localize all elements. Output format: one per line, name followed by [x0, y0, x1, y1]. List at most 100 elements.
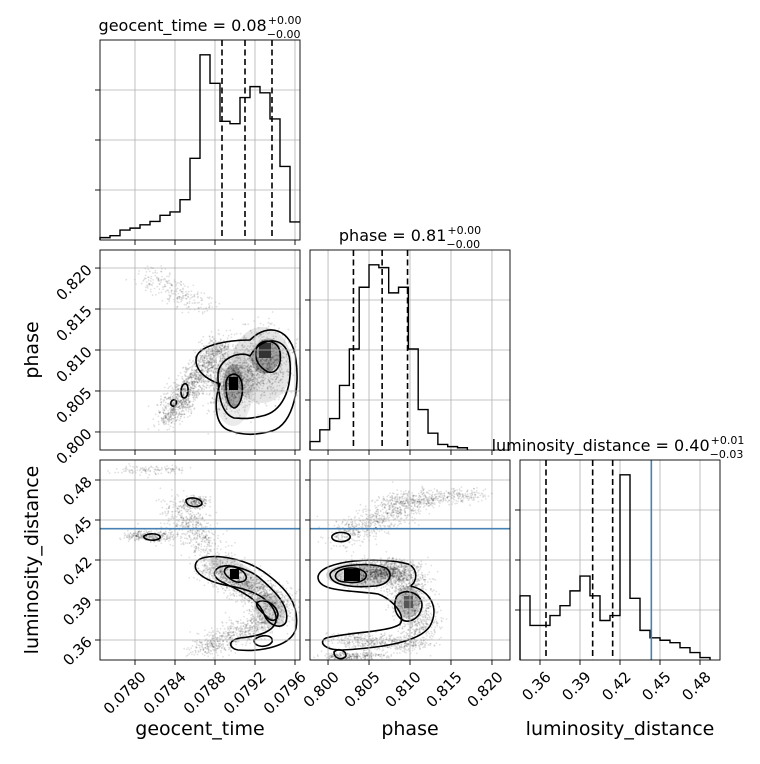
sample-point — [158, 288, 161, 291]
sample-point — [251, 373, 254, 375]
sample-point — [182, 404, 185, 407]
sample-point — [248, 372, 251, 374]
sample-point — [222, 381, 225, 383]
sample-point — [201, 392, 204, 395]
sample-point — [169, 410, 172, 412]
sample-point — [169, 414, 172, 417]
sample-point — [221, 388, 223, 391]
sample-point — [152, 534, 155, 537]
sample-point — [203, 345, 205, 347]
sample-point — [187, 286, 189, 288]
sample-point — [146, 531, 149, 534]
sample-point — [201, 369, 204, 372]
sample-point — [195, 370, 197, 373]
sample-point — [187, 296, 190, 298]
sample-point — [197, 529, 200, 532]
sample-point — [184, 388, 186, 390]
sample-point — [165, 536, 168, 538]
sample-point — [200, 379, 203, 382]
sample-point — [208, 351, 211, 354]
sample-point — [203, 357, 206, 359]
sample-point — [171, 392, 174, 394]
sample-point — [225, 347, 228, 350]
sample-point — [173, 408, 175, 410]
sample-point — [175, 288, 178, 290]
sample-point — [176, 388, 179, 391]
sample-point — [147, 279, 150, 282]
sample-point — [207, 433, 210, 435]
sample-point — [183, 405, 186, 408]
sample-point — [246, 369, 249, 371]
sample-point — [211, 358, 214, 361]
sample-point — [188, 556, 191, 559]
sample-point — [222, 533, 225, 535]
sample-point — [198, 354, 201, 357]
sample-point — [224, 346, 227, 348]
sample-point — [179, 371, 182, 374]
sample-point — [199, 365, 201, 367]
sample-point — [191, 405, 194, 407]
sample-point — [219, 372, 222, 374]
sample-point — [168, 396, 170, 399]
sample-point — [189, 392, 192, 394]
sample-point — [211, 359, 214, 362]
sample-point — [167, 397, 170, 400]
sample-point — [235, 396, 238, 399]
sample-point — [192, 400, 195, 403]
sample-point — [165, 417, 168, 420]
sample-point — [208, 356, 211, 358]
sample-point — [213, 354, 215, 357]
sample-point — [296, 394, 298, 397]
sample-point — [198, 374, 201, 376]
sample-point — [222, 334, 225, 337]
sample-point — [186, 380, 189, 383]
sample-point — [178, 400, 181, 403]
sample-point — [202, 393, 205, 395]
sample-point — [222, 354, 225, 356]
sample-point — [226, 348, 229, 350]
sample-point — [248, 387, 250, 390]
sample-point — [175, 412, 177, 415]
sample-point — [189, 542, 191, 544]
sample-point — [210, 545, 213, 547]
sample-point — [203, 370, 206, 373]
sample-point — [199, 354, 202, 357]
sample-point — [211, 365, 214, 368]
sample-point — [198, 392, 201, 395]
sample-point — [233, 397, 236, 400]
sample-point — [210, 352, 213, 355]
sample-point — [161, 534, 163, 537]
sample-point — [249, 388, 252, 391]
sample-point — [227, 393, 230, 396]
sample-point — [187, 410, 190, 413]
sample-point — [221, 396, 224, 399]
sample-point — [227, 384, 229, 387]
sample-point — [212, 365, 215, 368]
sample-point — [234, 371, 237, 374]
sample-point — [234, 351, 236, 354]
sample-point — [188, 404, 191, 406]
sample-point — [224, 396, 227, 398]
sample-point — [209, 385, 212, 387]
sample-point — [199, 513, 202, 516]
sample-point — [207, 363, 210, 366]
sample-point — [224, 413, 227, 416]
sample-point — [244, 395, 247, 398]
sample-point — [186, 378, 188, 380]
sample-point — [210, 366, 213, 369]
sample-point — [220, 370, 223, 373]
sample-point — [199, 378, 202, 381]
sample-point — [188, 524, 191, 527]
sample-point — [168, 540, 170, 542]
sample-point — [247, 374, 250, 377]
sample-point — [181, 405, 184, 407]
sample-point — [207, 361, 210, 363]
sample-point — [199, 386, 202, 389]
sample-point — [198, 364, 201, 367]
sample-point — [220, 353, 223, 356]
sample-point — [219, 339, 222, 342]
sample-point — [203, 361, 206, 364]
sample-point — [195, 396, 198, 399]
sample-point — [251, 384, 253, 387]
sample-point — [201, 506, 204, 508]
